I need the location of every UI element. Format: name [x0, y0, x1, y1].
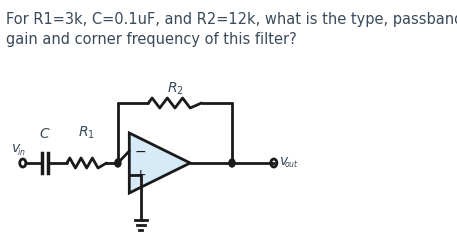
Text: $R_1$: $R_1$ — [78, 125, 95, 141]
Polygon shape — [129, 133, 190, 193]
Text: $_{out}$: $_{out}$ — [284, 159, 299, 171]
Text: $-$: $-$ — [134, 144, 146, 158]
Circle shape — [115, 159, 121, 167]
Text: $+$: $+$ — [134, 168, 146, 182]
Circle shape — [229, 159, 235, 167]
Text: $v$: $v$ — [11, 141, 21, 155]
Text: $C$: $C$ — [39, 127, 51, 141]
Text: $v$: $v$ — [279, 154, 290, 168]
Text: For R1=3k, C=0.1uF, and R2=12k, what is the type, passband: For R1=3k, C=0.1uF, and R2=12k, what is … — [6, 12, 457, 27]
Text: $R_2$: $R_2$ — [166, 81, 183, 97]
Text: $_{in}$: $_{in}$ — [17, 147, 26, 159]
Text: gain and corner frequency of this filter?: gain and corner frequency of this filter… — [6, 32, 297, 47]
